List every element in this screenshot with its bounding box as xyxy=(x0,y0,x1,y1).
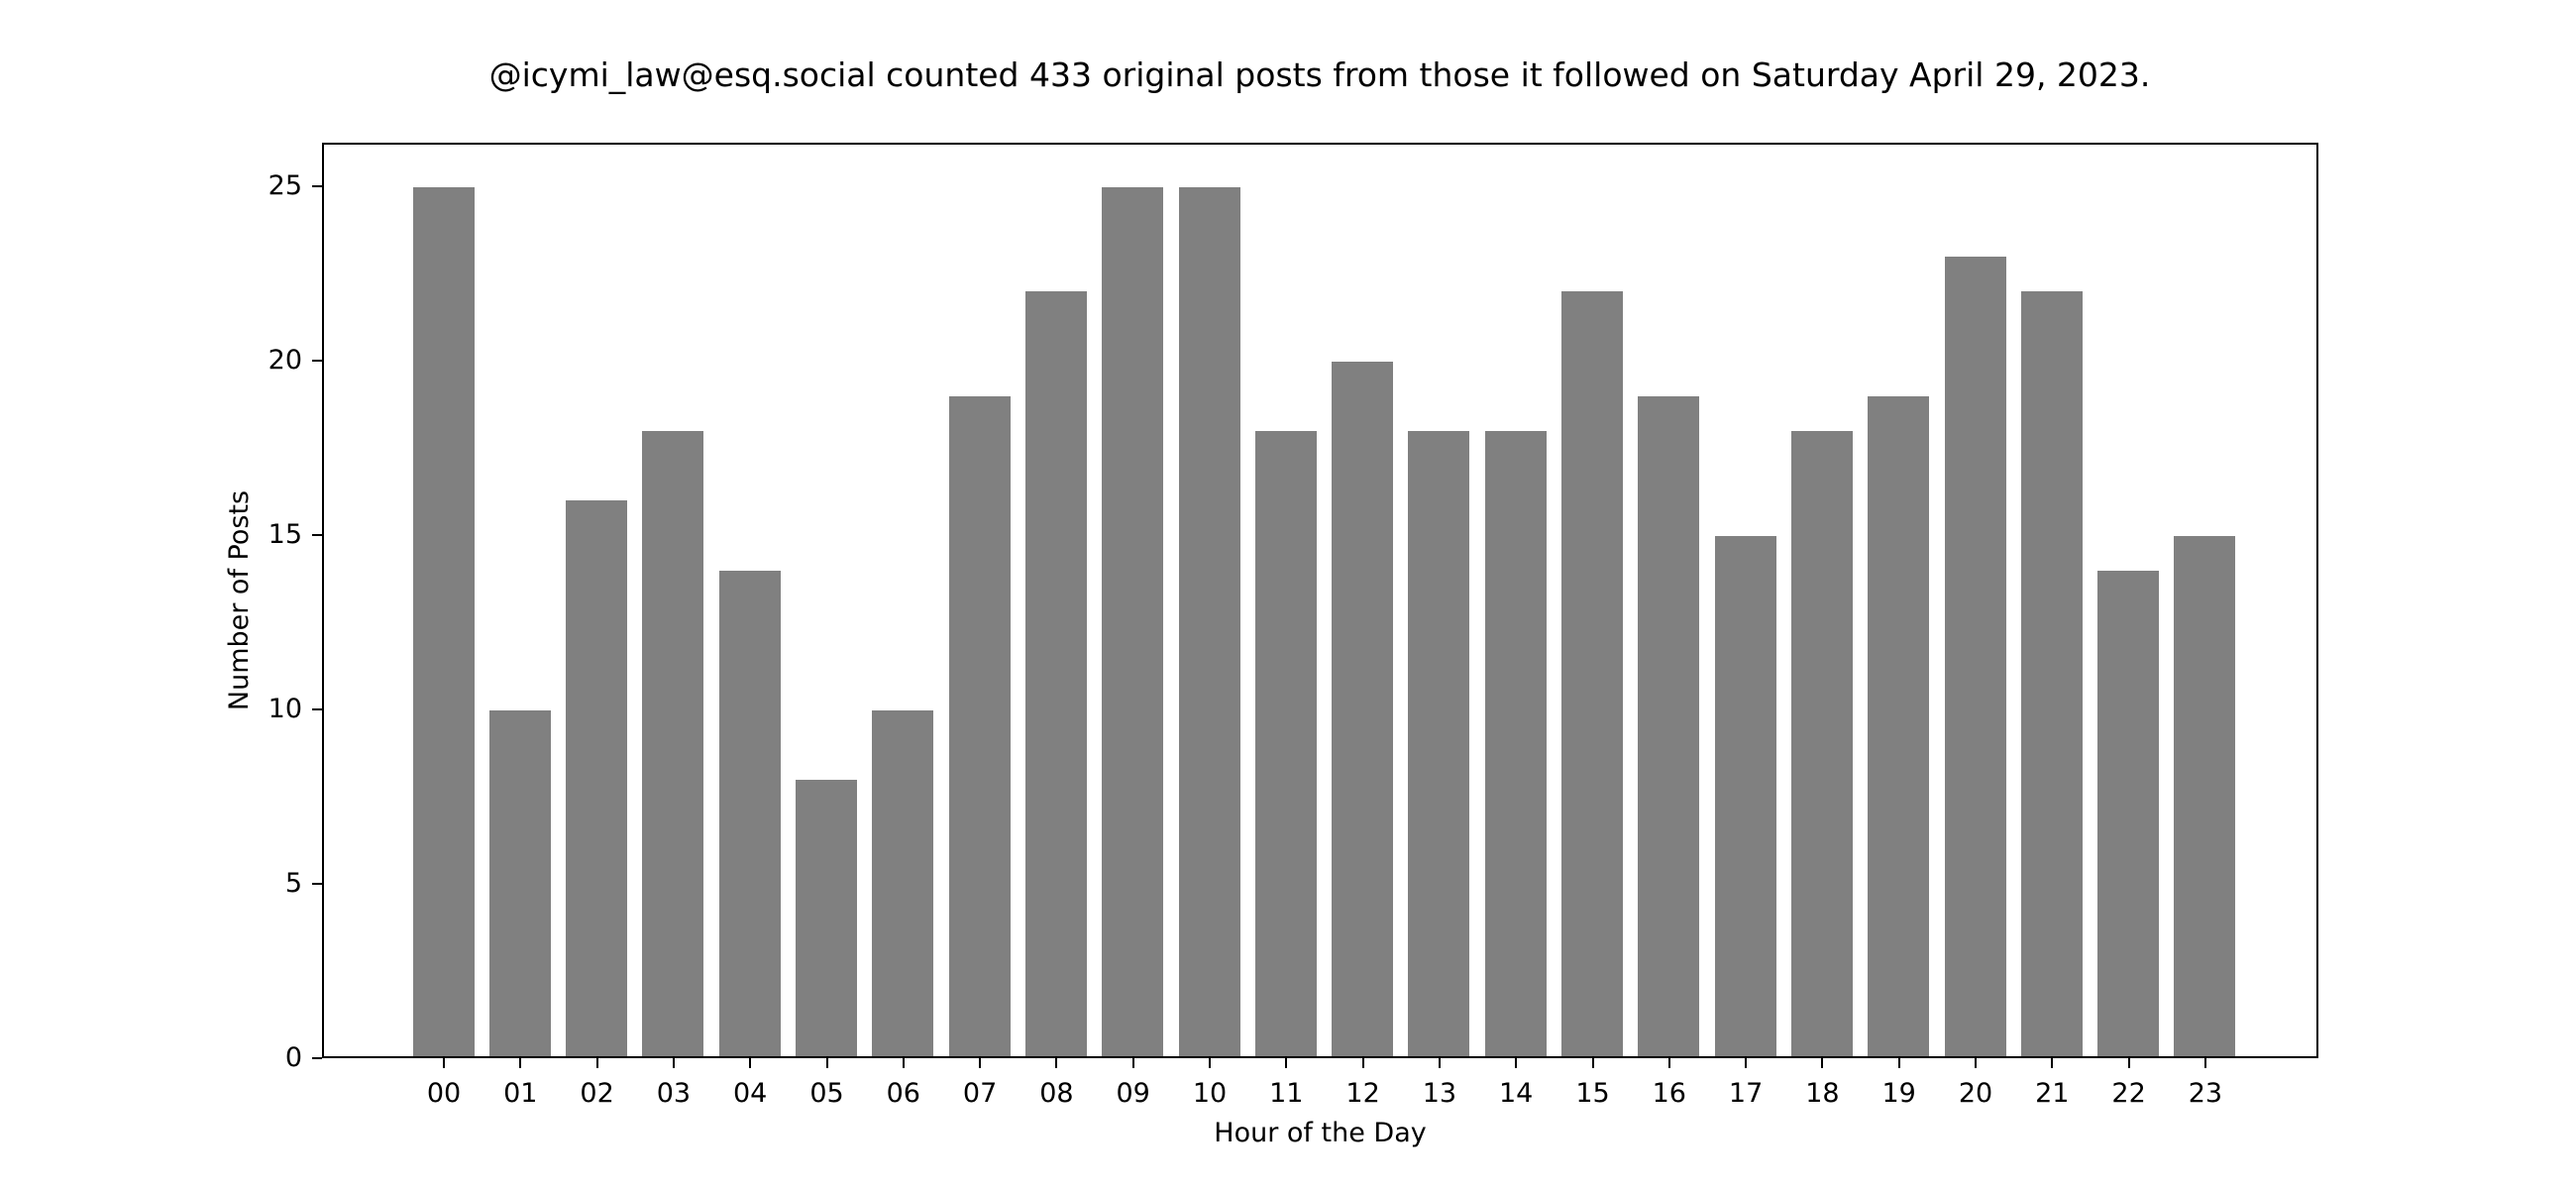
x-tick-mark xyxy=(519,1058,522,1068)
x-tick-mark xyxy=(1821,1058,1824,1068)
x-tick-label: 11 xyxy=(1269,1078,1304,1109)
x-tick-mark xyxy=(2127,1058,2130,1068)
x-tick-mark xyxy=(902,1058,905,1068)
x-tick-label: 02 xyxy=(580,1078,614,1109)
plot-area xyxy=(322,143,2318,1058)
x-tick-mark xyxy=(1209,1058,1211,1068)
y-tick-label: 15 xyxy=(268,519,302,550)
x-tick-mark xyxy=(1975,1058,1977,1068)
x-tick-mark xyxy=(1131,1058,1134,1068)
bar-04 xyxy=(718,570,781,1056)
x-tick-label: 15 xyxy=(1575,1078,1610,1109)
x-tick-label: 04 xyxy=(733,1078,768,1109)
bar-20 xyxy=(1944,256,2006,1056)
chart-title: @icymi_law@esq.social counted 433 origin… xyxy=(488,55,2151,94)
bar-10 xyxy=(1178,186,1240,1056)
bar-12 xyxy=(1332,361,1394,1056)
x-tick-mark xyxy=(2051,1058,2054,1068)
x-tick-mark xyxy=(1438,1058,1441,1068)
bar-03 xyxy=(642,430,704,1056)
x-tick-mark xyxy=(1515,1058,1518,1068)
x-tick-label: 08 xyxy=(1039,1078,1074,1109)
y-tick-label: 20 xyxy=(268,345,302,376)
x-tick-mark xyxy=(2203,1058,2206,1068)
x-tick-mark xyxy=(1361,1058,1364,1068)
bar-09 xyxy=(1102,186,1164,1056)
bar-16 xyxy=(1638,395,1700,1056)
bar-22 xyxy=(2097,570,2160,1056)
x-tick-label: 16 xyxy=(1652,1078,1686,1109)
y-tick-label: 25 xyxy=(268,170,302,201)
bar-21 xyxy=(2020,291,2083,1056)
x-tick-label: 23 xyxy=(2188,1078,2223,1109)
y-axis-label: Number of Posts xyxy=(224,489,255,711)
y-tick-label: 5 xyxy=(284,868,302,899)
x-tick-label: 12 xyxy=(1345,1078,1380,1109)
y-tick-mark xyxy=(312,360,322,362)
bar-19 xyxy=(1868,395,1930,1056)
bar-23 xyxy=(2174,535,2236,1056)
x-tick-mark xyxy=(672,1058,675,1068)
x-tick-label: 09 xyxy=(1116,1078,1150,1109)
x-tick-mark xyxy=(1667,1058,1670,1068)
y-tick-label: 0 xyxy=(284,1042,302,1073)
x-tick-mark xyxy=(1591,1058,1594,1068)
x-tick-label: 13 xyxy=(1422,1078,1457,1109)
x-tick-mark xyxy=(1285,1058,1288,1068)
y-tick-mark xyxy=(312,534,322,536)
x-tick-label: 20 xyxy=(1958,1078,1993,1109)
y-tick-mark xyxy=(312,883,322,885)
y-tick-mark xyxy=(312,1057,322,1059)
bar-17 xyxy=(1714,535,1776,1056)
x-tick-mark xyxy=(1055,1058,1058,1068)
x-tick-label: 14 xyxy=(1499,1078,1534,1109)
x-tick-mark xyxy=(825,1058,828,1068)
bar-07 xyxy=(948,395,1011,1056)
bar-01 xyxy=(488,709,551,1056)
x-tick-mark xyxy=(595,1058,598,1068)
bar-08 xyxy=(1024,291,1087,1056)
x-tick-label: 05 xyxy=(809,1078,844,1109)
x-tick-label: 01 xyxy=(503,1078,538,1109)
x-tick-label: 00 xyxy=(426,1078,462,1109)
y-tick-label: 10 xyxy=(268,694,302,724)
bar-06 xyxy=(872,709,934,1056)
bar-18 xyxy=(1790,430,1853,1056)
bar-15 xyxy=(1561,291,1623,1056)
x-tick-label: 19 xyxy=(1881,1078,1916,1109)
x-tick-mark xyxy=(443,1058,445,1068)
x-tick-mark xyxy=(1745,1058,1748,1068)
x-tick-label: 06 xyxy=(886,1078,920,1109)
x-tick-label: 18 xyxy=(1805,1078,1840,1109)
x-tick-mark xyxy=(749,1058,752,1068)
bar-11 xyxy=(1254,430,1317,1056)
y-tick-mark xyxy=(312,185,322,187)
bar-05 xyxy=(796,779,857,1056)
x-tick-label: 17 xyxy=(1728,1078,1764,1109)
bar-13 xyxy=(1408,430,1470,1056)
x-tick-label: 21 xyxy=(2035,1078,2070,1109)
bar-00 xyxy=(412,186,475,1056)
bar-14 xyxy=(1484,430,1547,1056)
x-tick-label: 07 xyxy=(962,1078,998,1109)
y-tick-mark xyxy=(312,708,322,710)
x-tick-mark xyxy=(1897,1058,1900,1068)
x-tick-mark xyxy=(979,1058,982,1068)
x-tick-label: 22 xyxy=(2111,1078,2146,1109)
x-axis-label: Hour of the Day xyxy=(1214,1118,1427,1148)
bar-02 xyxy=(566,500,628,1056)
x-tick-label: 10 xyxy=(1192,1078,1228,1109)
x-tick-label: 03 xyxy=(656,1078,692,1109)
